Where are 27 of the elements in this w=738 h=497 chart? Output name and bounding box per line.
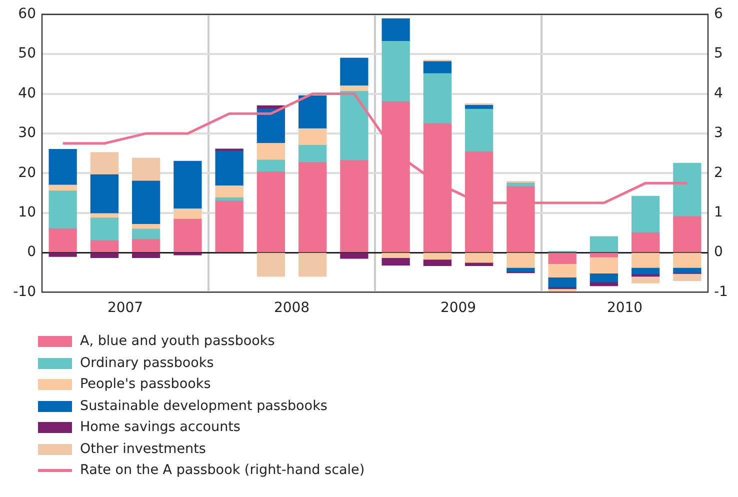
legend-label: Other investments — [80, 440, 206, 458]
y-tick-label: 30 — [18, 125, 36, 142]
legend-label: People's passbooks — [80, 375, 211, 394]
y-tick-label: 50 — [18, 46, 36, 62]
x-tick-label: 2008 — [274, 300, 310, 316]
y2-tick-label: 3 — [714, 125, 723, 142]
y2-tick-label: 6 — [714, 6, 723, 22]
y-tick-label: 0 — [27, 244, 36, 260]
y2-tick-label: 1 — [714, 204, 723, 220]
y2-tick-label: 5 — [714, 46, 723, 62]
y-tick-label: 60 — [18, 6, 36, 22]
legend-label: Sustainable development passbooks — [80, 396, 328, 416]
y-tick-label: 10 — [18, 204, 36, 220]
y2-tick-label: 0 — [714, 244, 723, 260]
y2-tick-label: 4 — [714, 85, 723, 102]
y-tick-label: -10 — [13, 284, 36, 300]
y2-tick-label: -1 — [714, 284, 728, 300]
legend-label: Rate on the A passbook (right-hand scale) — [80, 461, 365, 480]
y-tick-label: 40 — [18, 85, 36, 102]
legend-label: A, blue and youth passbooks — [80, 332, 275, 351]
x-tick-label: 2010 — [606, 300, 643, 316]
x-tick-label: 2007 — [107, 300, 144, 316]
legend-label: Home savings accounts — [80, 418, 240, 437]
legend-label: Ordinary passbooks — [80, 354, 214, 372]
y-tick-label: 20 — [18, 164, 36, 181]
x-tick-label: 2009 — [440, 300, 476, 316]
y2-tick-label: 2 — [714, 164, 723, 181]
